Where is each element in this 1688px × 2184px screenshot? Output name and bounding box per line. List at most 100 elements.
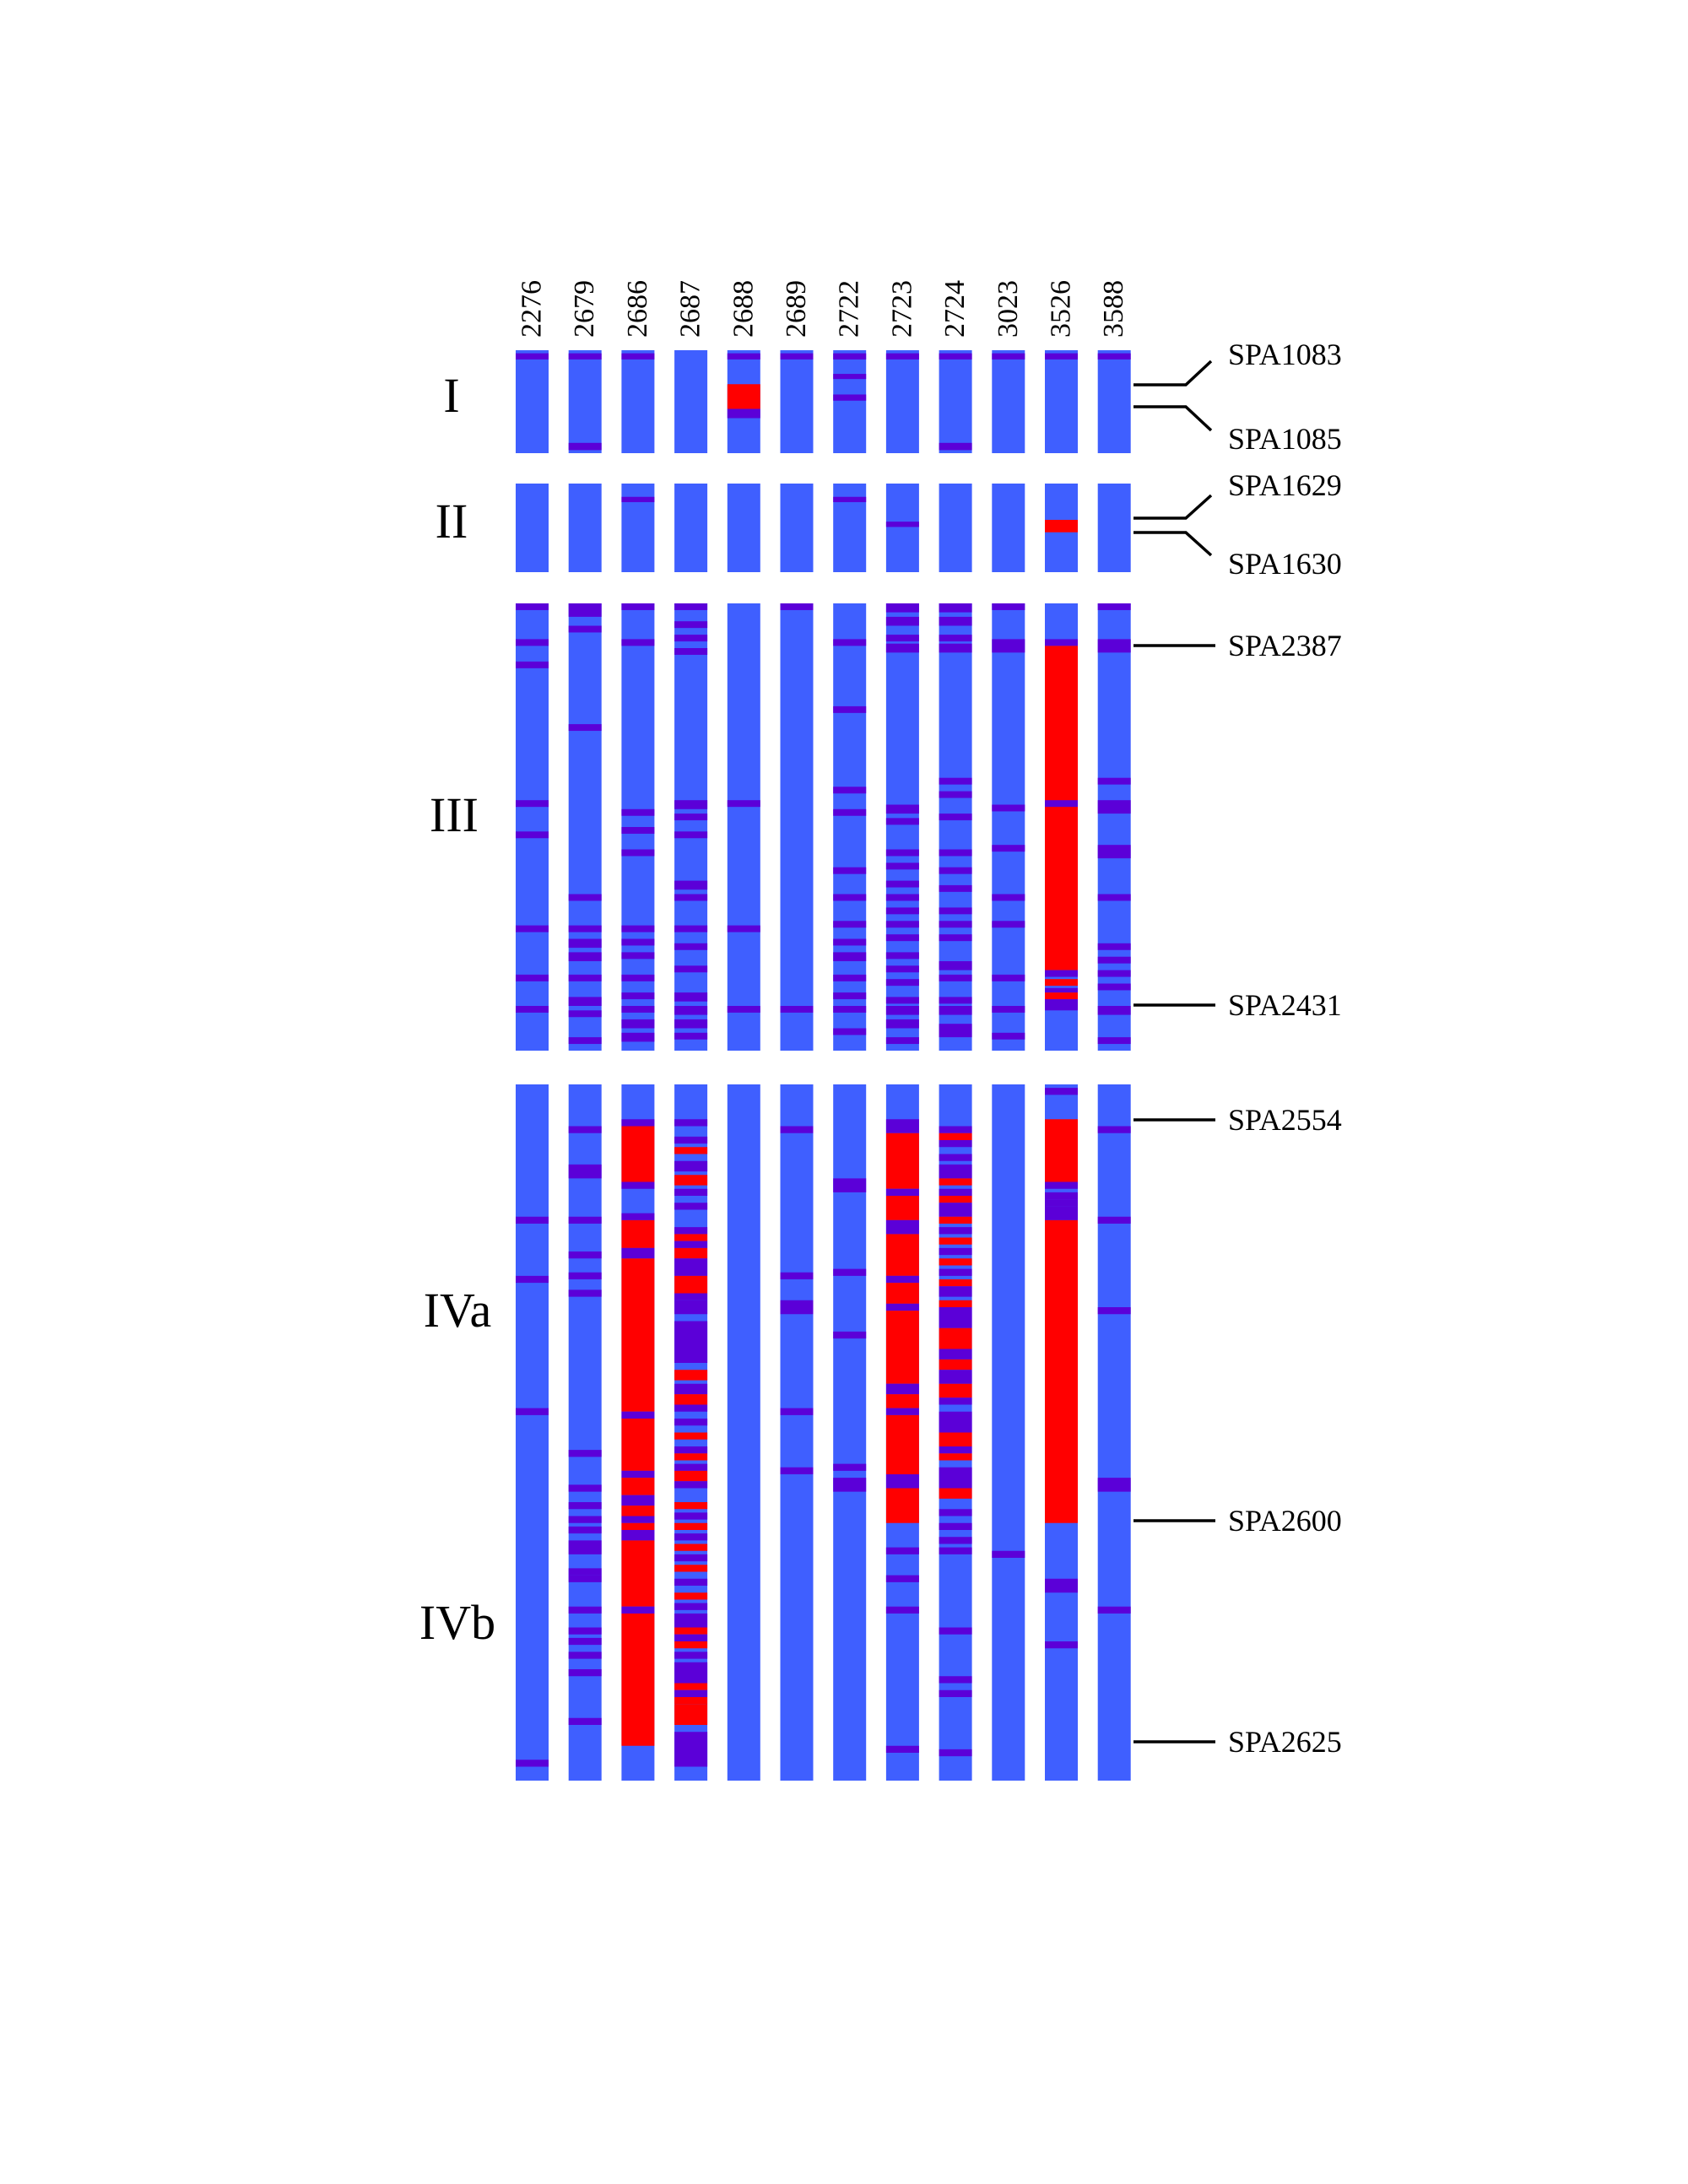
red-band [621, 1506, 655, 1516]
purple-band [727, 408, 760, 419]
purple-band [568, 1717, 602, 1725]
purple-band [1045, 353, 1078, 359]
purple-band [568, 1516, 602, 1523]
purple-band [1097, 1006, 1131, 1015]
purple-band [621, 925, 655, 933]
purple-band [833, 394, 867, 401]
region-block-i [516, 350, 1131, 453]
column-label-2688: 2688 [728, 280, 759, 338]
purple-band [992, 845, 1025, 852]
purple-band [621, 1019, 655, 1029]
purple-band [833, 867, 867, 874]
marker-label-spa2554: SPA2554 [1228, 1103, 1342, 1137]
region-blocks [516, 350, 1131, 1781]
region-block-ii [516, 484, 1131, 572]
purple-band [939, 1140, 972, 1148]
purple-band [939, 1227, 972, 1235]
purple-band [992, 353, 1025, 359]
red-band [939, 1133, 972, 1140]
purple-band [621, 808, 655, 816]
red-band [621, 1126, 655, 1182]
purple-band [833, 894, 867, 901]
purple-band [780, 1006, 814, 1013]
purple-band [833, 921, 867, 928]
purple-band [992, 1006, 1025, 1013]
purple-band [1097, 603, 1131, 610]
purple-band [1097, 1478, 1131, 1492]
column-label-2723: 2723 [886, 280, 917, 338]
purple-band [568, 997, 602, 1006]
purple-band [885, 1037, 919, 1045]
purple-band [885, 603, 919, 613]
purple-band [939, 442, 972, 451]
purple-band [621, 974, 655, 981]
region-block-iv [516, 1084, 1131, 1781]
strain-bar-3023-iii [992, 603, 1025, 1051]
purple-band [939, 1749, 972, 1757]
red-band [1045, 1219, 1078, 1523]
marker-label-spa1630: SPA1630 [1228, 547, 1342, 581]
purple-band [568, 442, 602, 451]
purple-band [1097, 956, 1131, 964]
strain-bar-2679-iii [568, 603, 602, 1051]
purple-band [939, 1676, 972, 1684]
purple-band [621, 1470, 655, 1479]
purple-band [727, 353, 760, 359]
purple-band [621, 1006, 655, 1013]
red-band [939, 1216, 972, 1224]
purple-band [674, 943, 708, 950]
purple-band [885, 1575, 919, 1582]
purple-band [674, 1419, 708, 1426]
purple-band [939, 1126, 972, 1133]
column-label-3588: 3588 [1098, 280, 1129, 338]
purple-band [568, 1289, 602, 1297]
purple-band [674, 1603, 708, 1610]
red-band [674, 1683, 708, 1690]
purple-band [939, 1689, 972, 1697]
red-band [674, 1394, 708, 1405]
purple-band [674, 992, 708, 1002]
purple-band [621, 1213, 655, 1220]
purple-band [621, 1247, 655, 1259]
purple-band [885, 635, 919, 642]
red-band [939, 1432, 972, 1446]
red-band [674, 1453, 708, 1461]
region-label-i: I [443, 368, 459, 423]
purple-band [621, 603, 655, 610]
purple-band [885, 979, 919, 987]
strain-bar-2688-iii [727, 603, 760, 1051]
purple-band [780, 603, 814, 610]
purple-band [833, 1478, 867, 1492]
purple-band [939, 1154, 972, 1161]
marker-label-spa2387: SPA2387 [1228, 629, 1342, 662]
purple-band [1045, 639, 1078, 646]
purple-band [568, 894, 602, 901]
purple-band [674, 1404, 708, 1412]
purple-band [568, 1010, 602, 1018]
purple-band [568, 1627, 602, 1635]
purple-band [1097, 1307, 1131, 1315]
purple-band [727, 800, 760, 808]
purple-band [833, 1268, 867, 1276]
purple-band [780, 1126, 814, 1133]
purple-band [885, 952, 919, 960]
purple-band [516, 1760, 549, 1767]
purple-band [885, 880, 919, 888]
purple-band [674, 1160, 708, 1172]
purple-band [992, 603, 1025, 610]
column-label-2687: 2687 [675, 280, 706, 338]
red-band [674, 1592, 708, 1600]
purple-band [516, 639, 549, 646]
purple-band [939, 867, 972, 874]
strain-bar-2686-i [621, 350, 655, 453]
strain-bar-2276-iv [516, 1084, 549, 1781]
purple-band [885, 353, 919, 359]
purple-band [780, 1408, 814, 1415]
purple-band [992, 894, 1025, 901]
red-band [1045, 979, 1078, 987]
column-label-3526: 3526 [1046, 280, 1077, 338]
marker-label-spa2431: SPA2431 [1228, 988, 1342, 1022]
purple-band [939, 1307, 972, 1328]
purple-band [780, 1272, 814, 1279]
purple-band [939, 1349, 972, 1360]
